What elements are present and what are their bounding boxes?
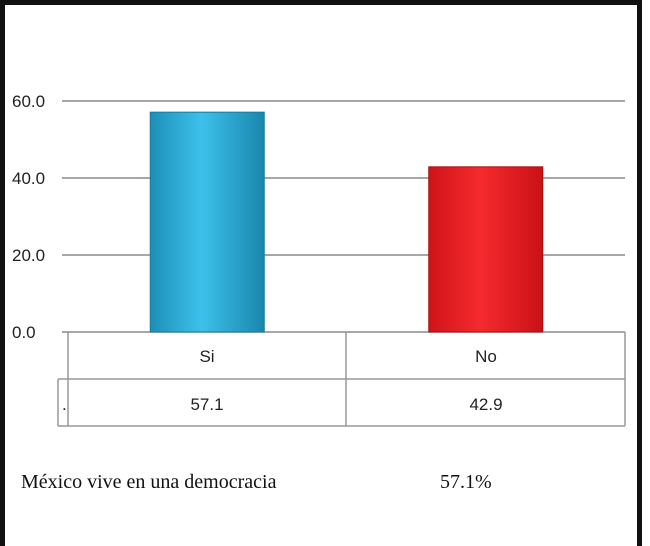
table-value-si: 57.1 <box>190 395 223 414</box>
category-label-si: Si <box>199 347 214 366</box>
bar-no <box>428 166 544 333</box>
category-label-no: No <box>475 347 497 366</box>
table-value-no: 42.9 <box>469 395 502 414</box>
y-axis-tick-labels: 0.0 20.0 40.0 60.0 <box>12 92 45 342</box>
caption-value: 57.1% <box>440 471 492 493</box>
y-tick-label: 20.0 <box>12 246 45 265</box>
table-row-marker: . <box>62 395 67 414</box>
caption-label: México vive en una democracia <box>21 471 277 493</box>
y-tick-label: 40.0 <box>12 169 45 188</box>
bars <box>149 111 544 333</box>
bar-si <box>149 111 265 333</box>
y-tick-label: 0.0 <box>12 323 36 342</box>
y-tick-label: 60.0 <box>12 92 45 111</box>
data-table: Si No . 57.1 42.9 <box>57 332 626 427</box>
